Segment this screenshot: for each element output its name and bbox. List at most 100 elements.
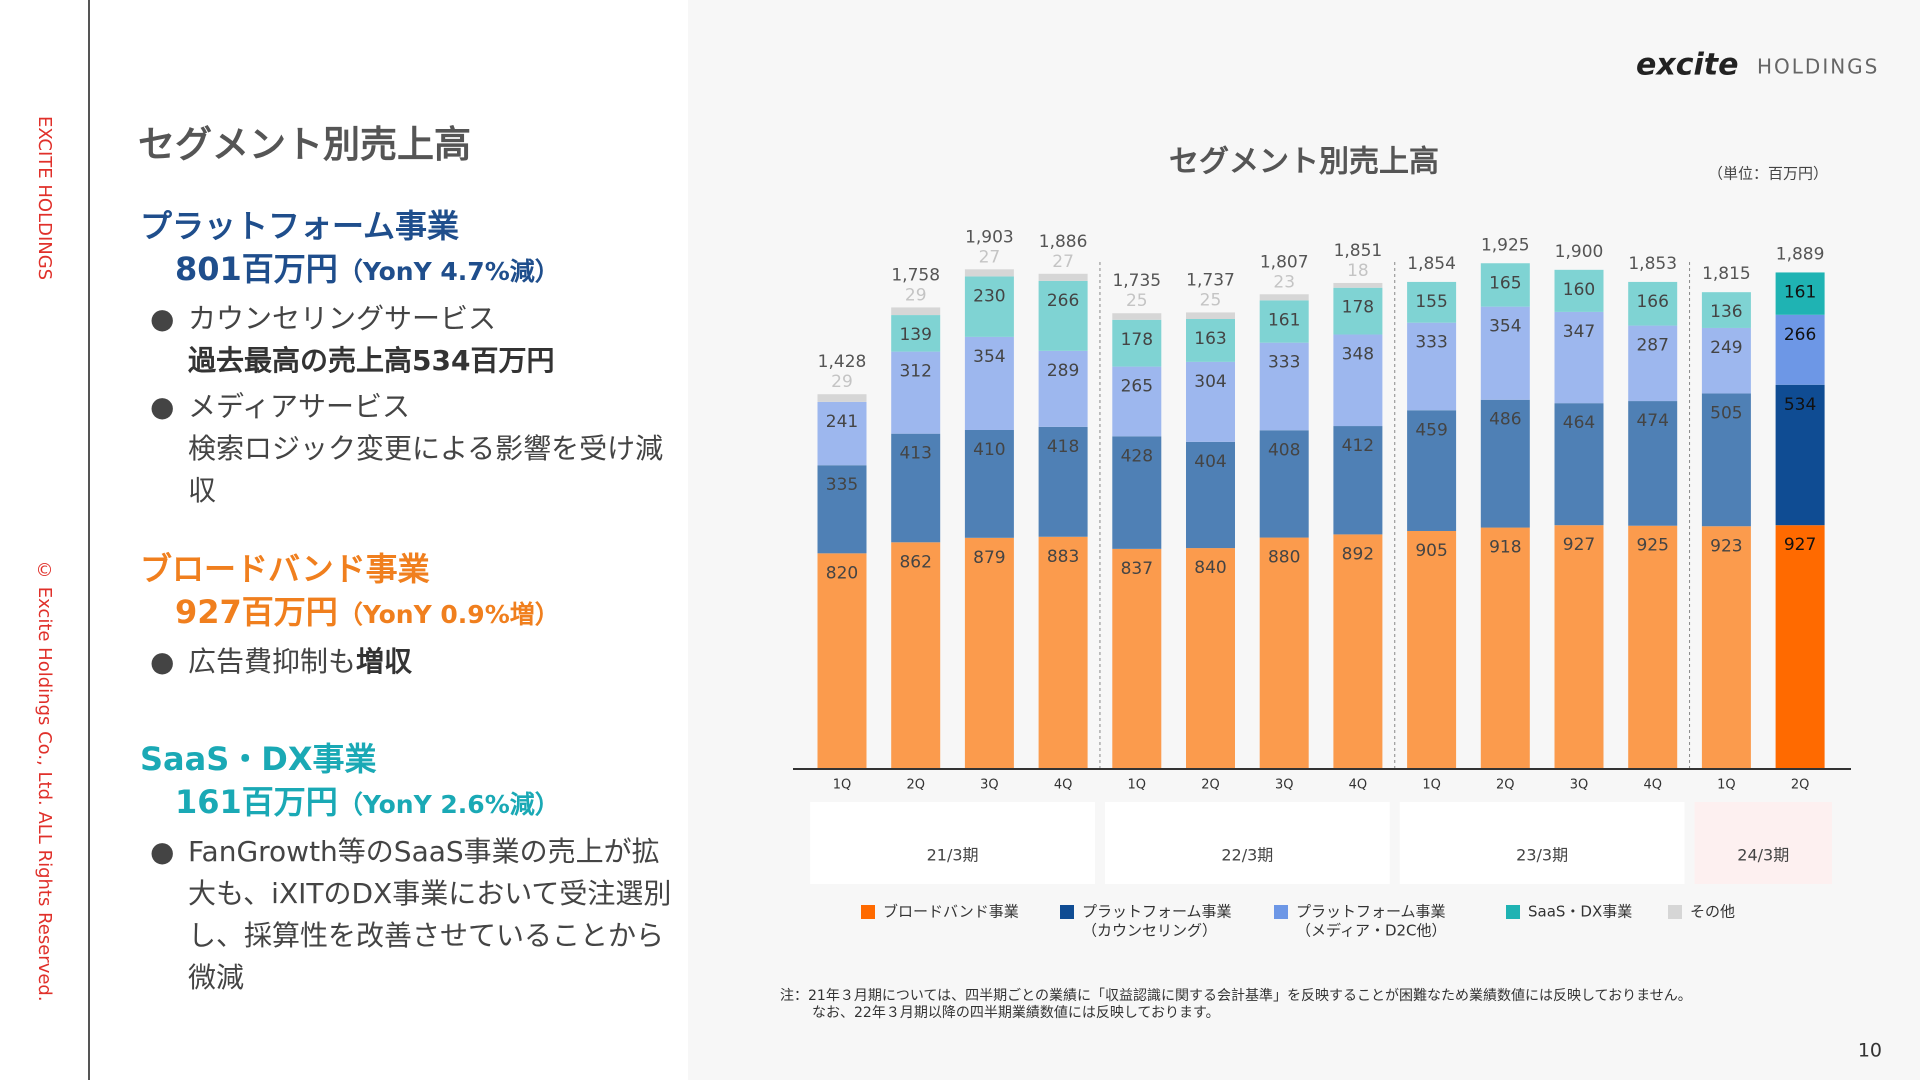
- segment-label: 289: [1047, 361, 1079, 381]
- bar-segment: [964, 276, 1014, 337]
- bar-segment: [1554, 403, 1604, 526]
- total-label: 1,854: [1407, 254, 1456, 274]
- segment-label: 474: [1636, 411, 1668, 431]
- bullet-text: カウンセリングサービス: [188, 302, 497, 335]
- segment-label: 249: [1710, 338, 1742, 358]
- segment-label: 160: [1563, 280, 1595, 300]
- segment-label: 241: [826, 412, 858, 432]
- legend-swatch: [1668, 905, 1682, 919]
- segment-label: 304: [1194, 372, 1226, 392]
- segment-label: 927: [1563, 535, 1595, 555]
- bullet-text: 広告費抑制も: [188, 645, 357, 678]
- segment-label: 18: [1347, 261, 1369, 281]
- bar-segment: [1038, 350, 1088, 427]
- bar-segment: [1259, 342, 1309, 431]
- segment-name: ブロードバンド事業: [140, 550, 430, 588]
- segment-label: 923: [1710, 536, 1742, 556]
- bar-segment: [1628, 401, 1678, 526]
- bullet-line: メディアサービス: [188, 386, 680, 428]
- segment-label: 165: [1489, 273, 1521, 293]
- bar-segment: [1333, 334, 1383, 427]
- total-label: 1,815: [1702, 264, 1751, 284]
- bullet: ● 広告費抑制も増収: [140, 641, 680, 683]
- total-label: 1,886: [1039, 232, 1088, 252]
- total-label: 1,900: [1555, 242, 1604, 262]
- segment-label: 820: [826, 563, 858, 583]
- bullet-dot: ●: [150, 835, 175, 868]
- segment-label: 428: [1121, 446, 1153, 466]
- period-label: 21/3期: [927, 846, 979, 865]
- segment: プラットフォーム事業 801百万円（YonY 4.7%減） ● カウンセリングサービス…: [140, 205, 680, 512]
- legend-label: プラットフォーム事業: [1296, 903, 1446, 921]
- bar-segment: [1038, 426, 1088, 537]
- segment-name: プラットフォーム事業: [140, 207, 460, 245]
- legend-label: SaaS・DX事業: [1528, 903, 1632, 921]
- bar-segment: [1186, 319, 1235, 362]
- segment-label: 905: [1415, 541, 1447, 561]
- logo: excite: [1636, 48, 1738, 83]
- bullet-line: 検索ロジック変更による影響を受け減収: [188, 428, 680, 512]
- segment-change: （YonY 2.6%減）: [337, 790, 560, 819]
- bullet-text: 検索ロジック変更による影響を受け減収: [188, 432, 664, 507]
- segment-label: 25: [1200, 290, 1222, 310]
- bar-segment: [1775, 272, 1825, 315]
- page-number: 10: [1858, 1040, 1882, 1062]
- legend-label: ブロードバンド事業: [883, 903, 1019, 921]
- bar-segment: [817, 553, 867, 769]
- bar-segment: [1038, 536, 1088, 769]
- segment-label: 862: [899, 552, 931, 572]
- bar-segment: [1186, 548, 1235, 769]
- segment-change: （YonY 4.7%減）: [337, 257, 560, 286]
- segment-label: 161: [1268, 310, 1300, 330]
- segment-label: 266: [1784, 325, 1816, 345]
- bar-segment: [1038, 273, 1088, 281]
- x-tick-label: 2Q: [1201, 778, 1220, 793]
- bullet-dot: ●: [150, 390, 175, 423]
- segment-label: 413: [899, 444, 931, 464]
- x-tick-label: 1Q: [833, 778, 852, 793]
- bullet: ● FanGrowth等のSaaS事業の売上が拡大も、iXITのDX事業において受…: [140, 831, 680, 999]
- bar-segment: [817, 465, 867, 554]
- segment-label: 333: [1415, 333, 1447, 353]
- x-tick-label: 4Q: [1643, 778, 1662, 793]
- segment-label: 534: [1784, 395, 1816, 415]
- bar-segment: [1775, 314, 1825, 385]
- bar-segment: [1701, 393, 1751, 527]
- bar-segment: [1407, 530, 1457, 769]
- bar-segment: [1333, 426, 1383, 535]
- segment-label: 287: [1636, 336, 1668, 356]
- segment: ブロードバンド事業 927百万円（YonY 0.9%増） ● 広告費抑制も増収: [140, 548, 680, 683]
- segment-label: 412: [1342, 436, 1374, 456]
- bar-segment: [891, 351, 941, 434]
- bullet-dot: ●: [150, 302, 175, 335]
- x-tick-label: 4Q: [1054, 778, 1073, 793]
- bar-segment: [1259, 294, 1309, 301]
- bullet: ● メディアサービス 検索ロジック変更による影響を受け減収: [140, 386, 680, 512]
- period-label: 22/3期: [1221, 846, 1273, 865]
- x-tick-label: 1Q: [1717, 778, 1736, 793]
- segment-label: 178: [1121, 330, 1153, 350]
- period-label: 23/3期: [1516, 846, 1568, 865]
- bar-segment: [1480, 306, 1530, 400]
- segment-label: 335: [826, 475, 858, 495]
- segment-label: 27: [1052, 252, 1074, 272]
- segment-label: 178: [1342, 298, 1374, 318]
- x-tick-label: 4Q: [1349, 778, 1368, 793]
- total-label: 1,853: [1628, 254, 1677, 274]
- bar-segment: [1554, 525, 1604, 769]
- bar-segment: [1112, 436, 1162, 549]
- segment-label: 892: [1342, 544, 1374, 564]
- x-tick-label: 1Q: [1422, 778, 1441, 793]
- segment-label: 347: [1563, 322, 1595, 342]
- bar-segment: [1480, 399, 1530, 528]
- segment-label: 25: [1126, 291, 1148, 311]
- bar-segment: [1112, 548, 1162, 769]
- x-tick-label: 2Q: [906, 778, 925, 793]
- segment-label: 354: [973, 347, 1005, 367]
- total-label: 1,758: [891, 265, 940, 285]
- segment-label: 459: [1415, 420, 1447, 440]
- segment-label: 837: [1121, 559, 1153, 579]
- segment-amount-line: 927百万円（YonY 0.9%増）: [140, 590, 680, 637]
- bar-segment: [1628, 281, 1678, 326]
